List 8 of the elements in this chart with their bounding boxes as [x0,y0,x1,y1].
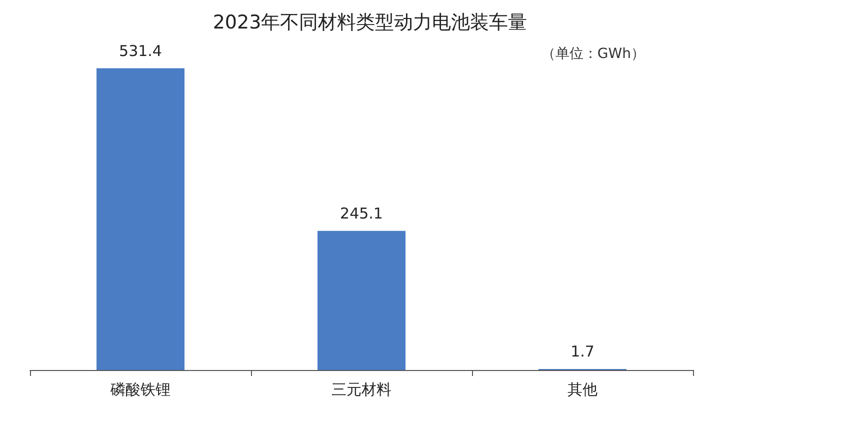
data-label: 531.4 [119,42,162,60]
text: （单位：GWh） [541,46,646,62]
x-tick-label: 其他 [568,380,598,398]
data-label: 245.1 [340,204,383,222]
data-label: 1.7 [570,342,594,361]
chart-title: 2023年不同材料类型动力电池装车量 [212,12,528,34]
x-tick-label: 磷酸铁锂 [110,380,170,398]
x-tick-label: 三元材料 [332,380,392,398]
